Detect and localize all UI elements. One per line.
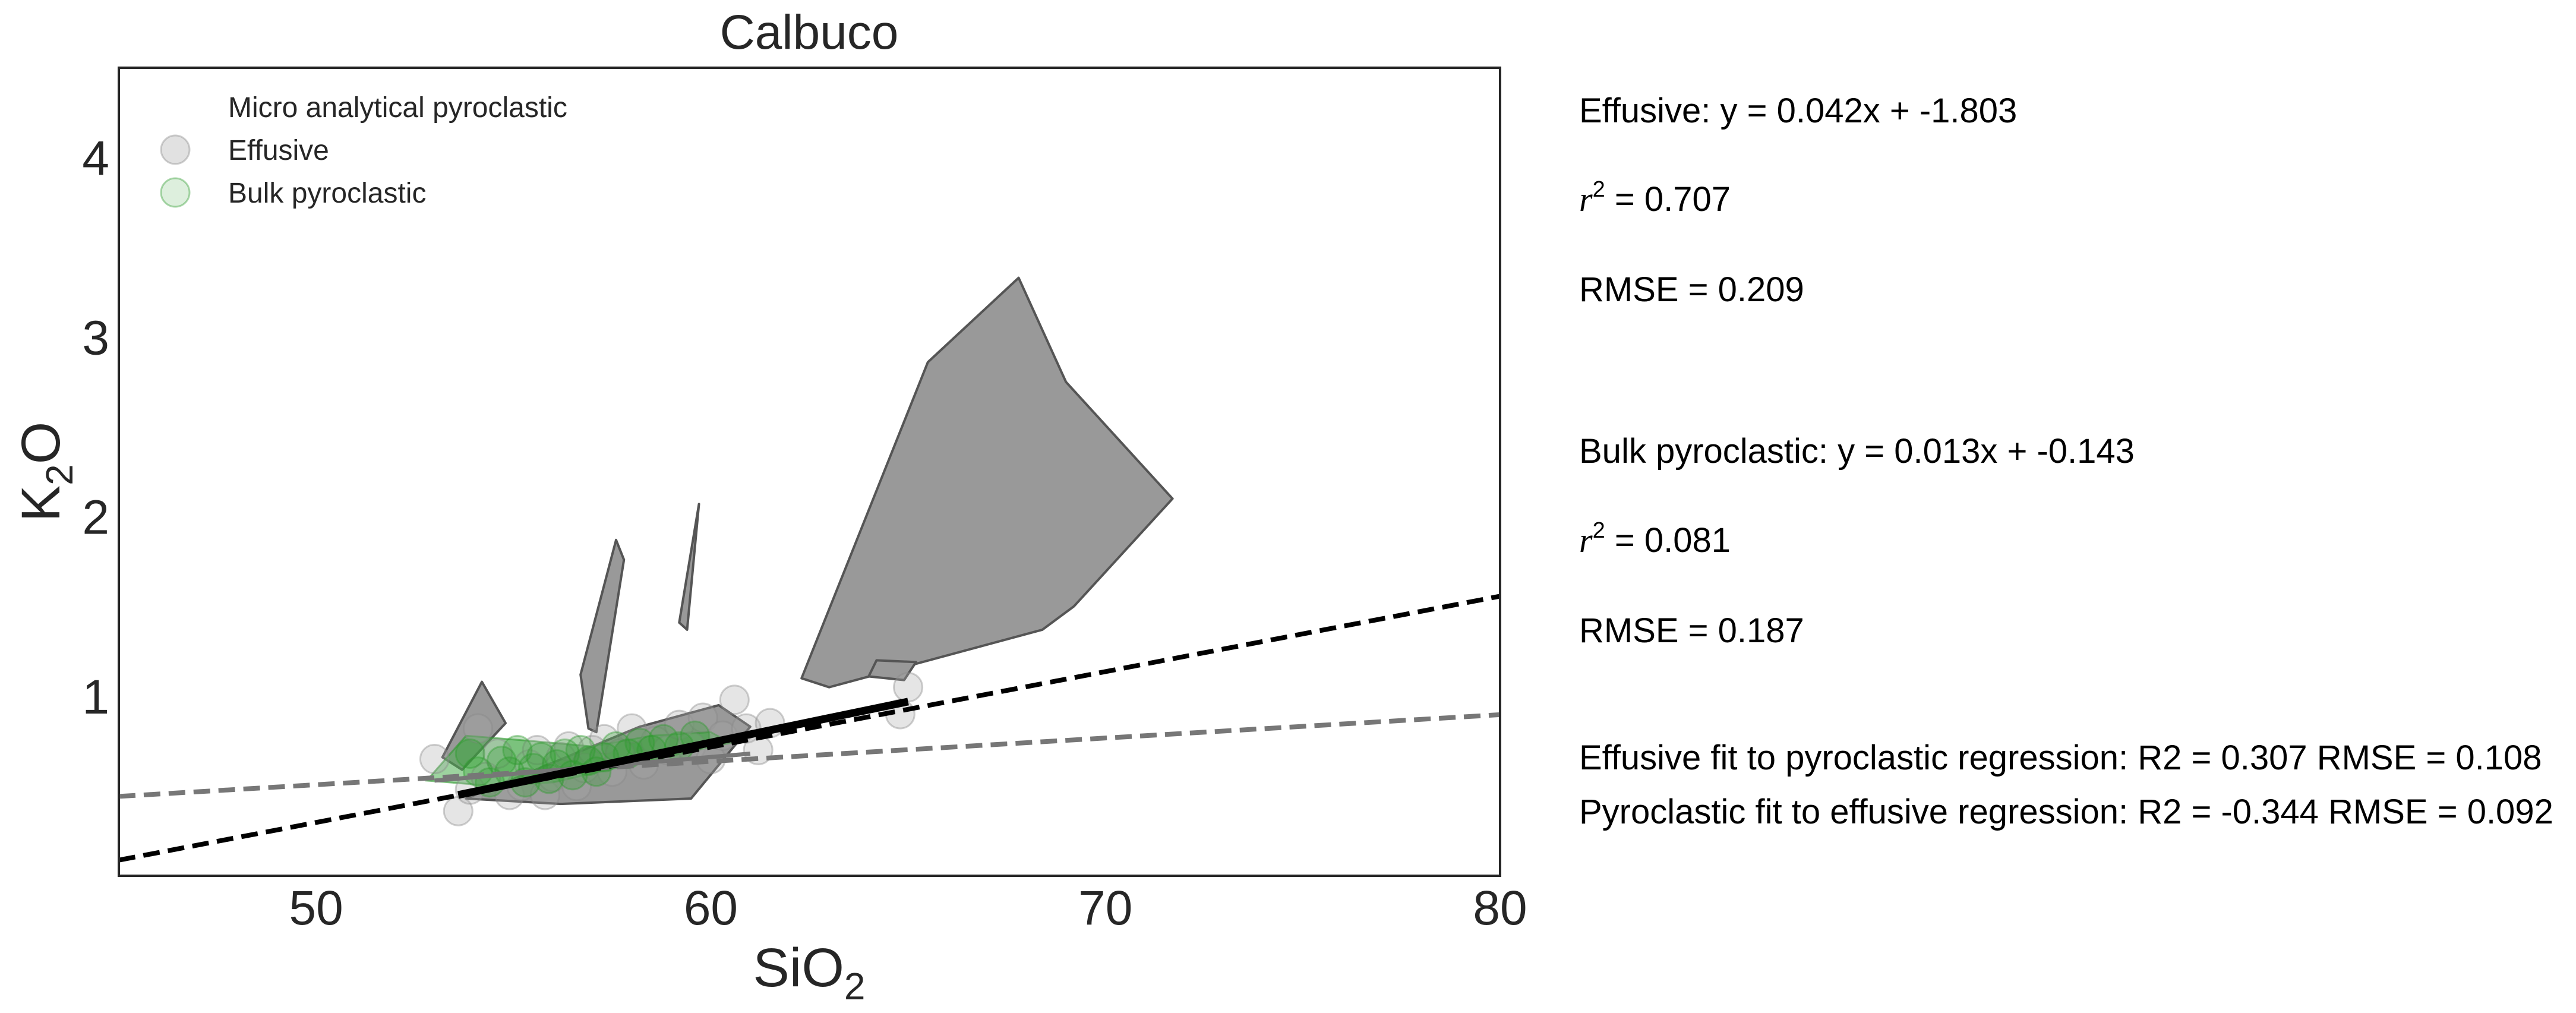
bulk-pyroclastic-point: [565, 734, 596, 765]
micro-analytical-pyroclastic-polygon: [867, 659, 917, 681]
cross-fit-effusive: Effusive fit to pyroclastic regression: …: [1579, 739, 2542, 777]
bulk-pyroclastic-point: [454, 738, 485, 769]
bulk-rmse: RMSE = 0.187: [1579, 611, 1804, 650]
micro-analytical-pyroclastic-polygon: [579, 538, 626, 734]
cross-fit-pyroclastic: Pyroclastic fit to effusive regression: …: [1579, 793, 2553, 831]
effusive-fit-segment: [457, 698, 909, 799]
y-tick-label: 4: [82, 131, 109, 185]
effusive-point: [664, 709, 694, 740]
effusive-point: [419, 744, 450, 775]
plot-area: [119, 276, 1500, 863]
effusive-point: [482, 738, 513, 769]
micro-analytical-pyroclastic-polygon: [800, 276, 1174, 689]
effusive-equation: Effusive: y = 0.042x + -1.803: [1579, 91, 2018, 130]
effusive-r2-value: = 0.707: [1605, 180, 1731, 219]
bulk-r2: r2 = 0.081: [1579, 519, 1731, 560]
effusive-point: [553, 731, 584, 762]
chart-title: Calbuco: [720, 5, 899, 59]
legend-label: Micro analytical pyroclastic: [228, 92, 567, 124]
r2-symbol: r: [1579, 521, 1593, 560]
effusive-point: [522, 734, 553, 765]
r2-superscript: 2: [1592, 518, 1605, 543]
x-tick-label: 80: [1473, 881, 1527, 935]
legend: Micro analytical pyroclastic Effusive Bulk…: [160, 92, 567, 209]
legend-label: Effusive: [228, 135, 329, 166]
legend-marker: [160, 177, 191, 208]
bulk-pyroclastic-point: [502, 734, 533, 765]
bulk-equation: Bulk pyroclastic: y = 0.013x + -0.143: [1579, 432, 2135, 471]
x-axis-label: SiO2: [753, 938, 866, 1008]
legend-label: Bulk pyroclastic: [228, 178, 426, 209]
bulk-regression-line: [119, 712, 1500, 799]
effusive-point: [687, 702, 718, 733]
effusive-point: [719, 684, 750, 715]
effusive-regression-line: [119, 594, 1500, 863]
plot-frame: [118, 67, 1501, 877]
effusive-point: [443, 796, 473, 826]
legend-marker: [160, 134, 191, 165]
effusive-point: [617, 713, 648, 744]
r2-superscript: 2: [1592, 177, 1605, 202]
effusive-r2: r2 = 0.707: [1579, 178, 1731, 219]
x-tick-label: 60: [684, 881, 738, 935]
r2-symbol: r: [1579, 180, 1593, 219]
bulk-r2-value: = 0.081: [1605, 521, 1731, 560]
x-tick-label: 50: [289, 881, 343, 935]
y-tick-label: 3: [82, 311, 109, 365]
y-tick-label: 1: [82, 670, 109, 724]
axis-ticks: 50 60 70 80 1 2 3 4: [82, 131, 1527, 935]
effusive-point: [893, 672, 924, 703]
x-tick-label: 70: [1078, 881, 1132, 935]
y-tick-label: 2: [82, 491, 109, 545]
micro-analytical-pyroclastic-polygon: [678, 503, 700, 631]
y-axis-label: K2O: [11, 422, 81, 522]
effusive-point: [463, 713, 493, 744]
effusive-rmse: RMSE = 0.209: [1579, 270, 1804, 309]
effusive-point: [589, 724, 620, 755]
